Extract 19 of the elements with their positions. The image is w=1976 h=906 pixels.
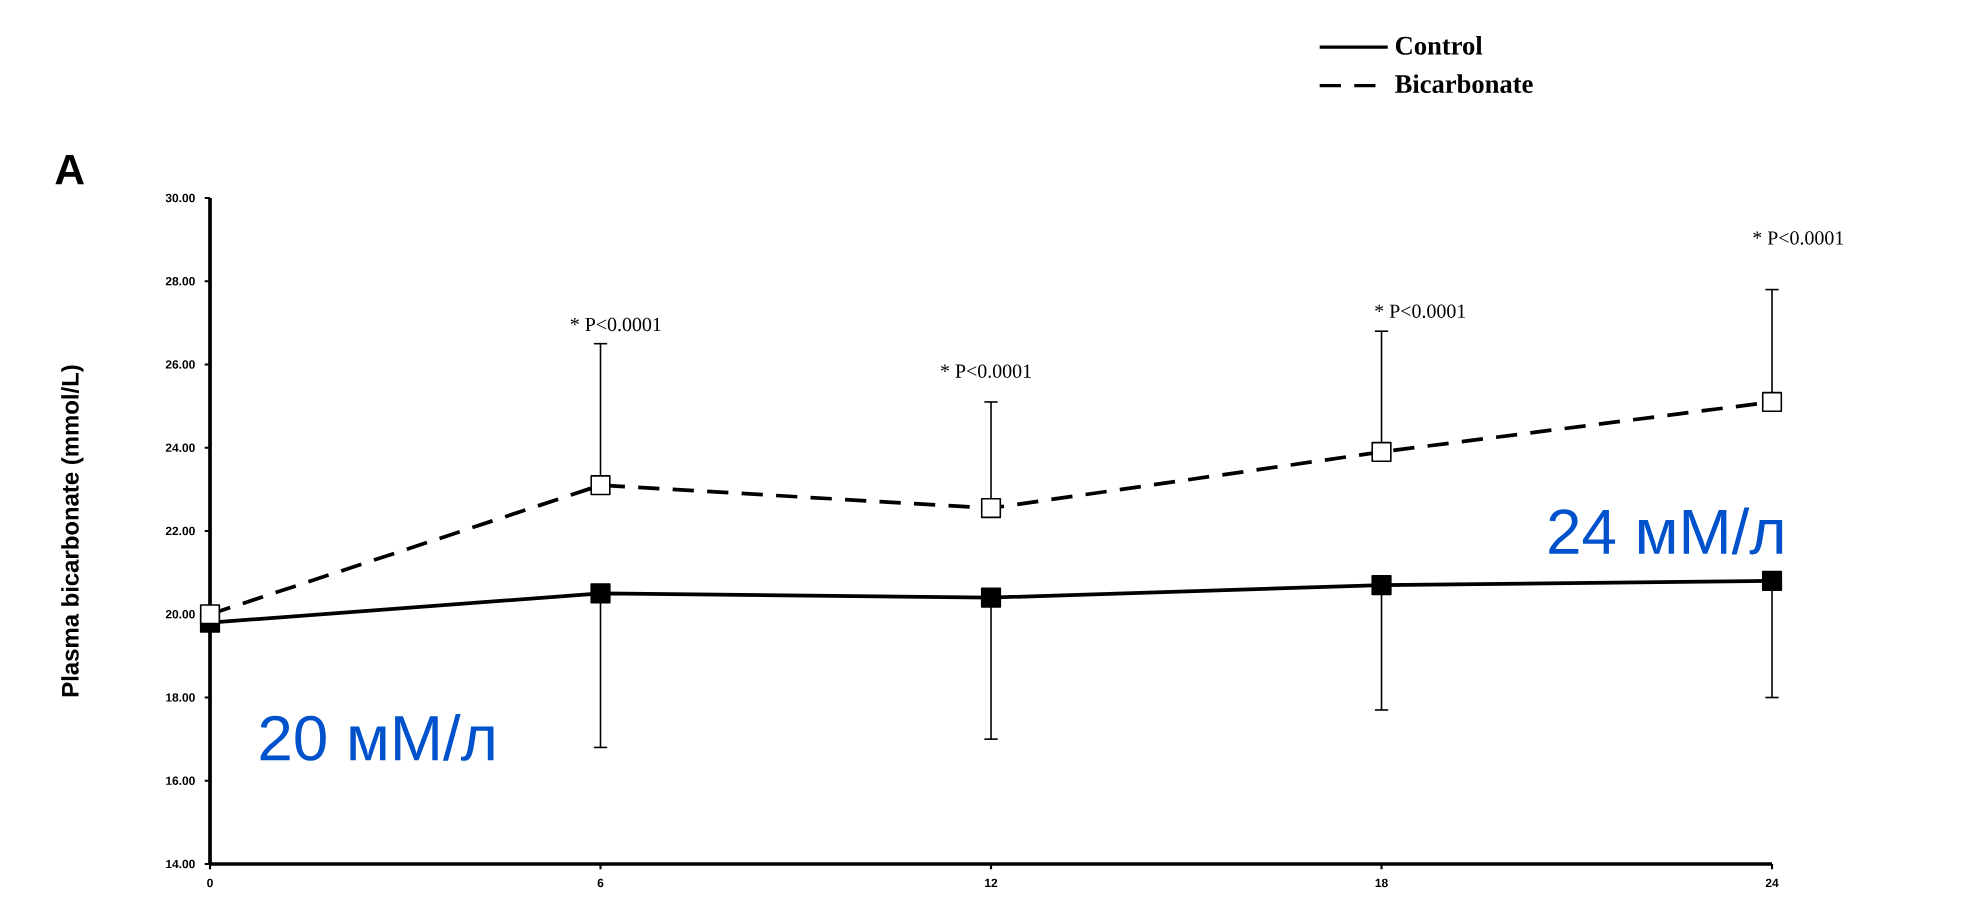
y-axis-title: Plasma bicarbonate (mmol/L) xyxy=(61,365,84,697)
annotation: 20 мМ/л xyxy=(260,714,494,761)
point xyxy=(199,604,221,625)
annotation: * P<0.0001 xyxy=(1753,231,1844,245)
text: A xyxy=(55,154,84,185)
point xyxy=(590,583,611,604)
annotation: * P<0.0001 xyxy=(570,317,661,332)
point xyxy=(1761,570,1783,592)
legend-label: Control xyxy=(1395,35,1483,55)
point xyxy=(1761,391,1783,413)
point xyxy=(980,587,1002,608)
point xyxy=(590,475,611,496)
point xyxy=(1371,441,1392,463)
annotation: * P<0.0001 xyxy=(940,364,1031,378)
annotation: 24 мМ/л xyxy=(1549,507,1783,555)
annotation: * P<0.0001 xyxy=(1375,304,1466,318)
point xyxy=(980,498,1002,519)
legend-label: Bicarbonate xyxy=(1395,74,1533,94)
point xyxy=(1371,575,1392,596)
